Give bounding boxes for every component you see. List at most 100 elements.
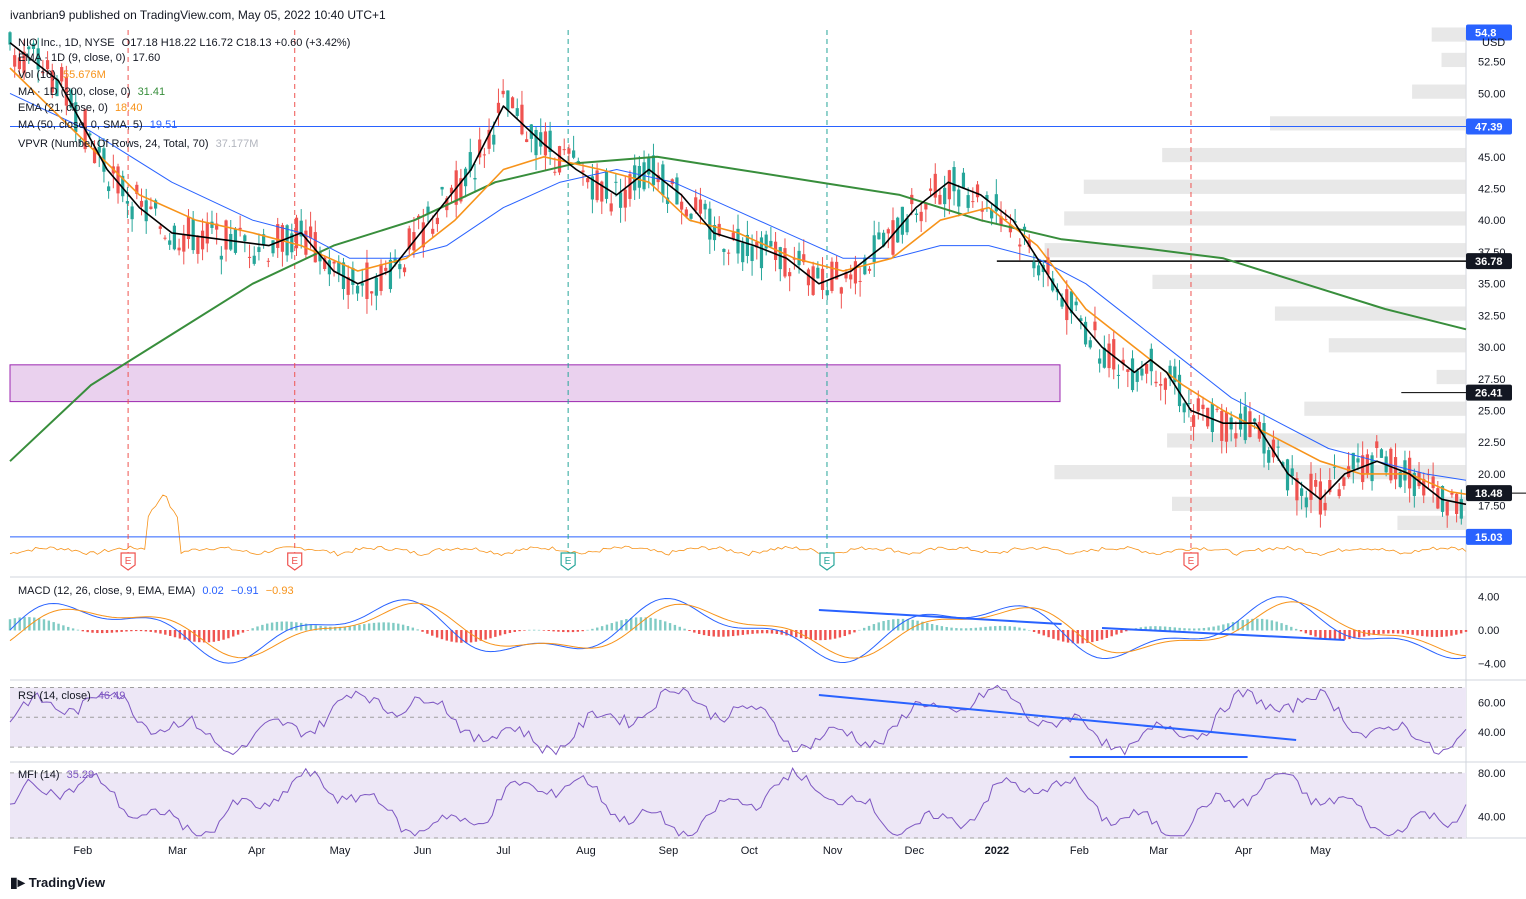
- macd-hist-bar: [1207, 627, 1210, 631]
- macd-hist-bar: [1382, 630, 1385, 634]
- macd-hist-bar: [479, 630, 482, 641]
- macd-hist-bar: [1037, 630, 1041, 634]
- macd-hist-bar: [1406, 630, 1409, 635]
- candle: [266, 260, 270, 262]
- macd-hist-bar: [469, 630, 473, 643]
- macd-hist-bar: [1256, 618, 1259, 631]
- macd-hist-bar: [634, 617, 638, 631]
- candle: [487, 129, 491, 149]
- pane-tick-label: 40.00: [1478, 811, 1506, 823]
- macd-hist-bar: [348, 626, 351, 631]
- price-label-box: [1466, 384, 1512, 401]
- legend-macd-v2: −0.91: [230, 585, 259, 597]
- candle: [849, 274, 853, 280]
- candle: [1281, 462, 1285, 467]
- footer-brand[interactable]: ▮▸ TradingView: [10, 874, 105, 891]
- macd-hist-bar: [193, 630, 196, 642]
- legend-vol[interactable]: Vol (10) 55.676M: [18, 69, 106, 82]
- candle: [1126, 369, 1130, 372]
- legend-ema9[interactable]: EMA · 1D (9, close, 0) 17.60: [18, 52, 160, 65]
- candle: [168, 240, 172, 245]
- macd-hist-bar: [1008, 626, 1011, 631]
- macd-hist-bar: [736, 630, 740, 636]
- candle: [355, 285, 360, 294]
- candle: [1177, 374, 1182, 407]
- macd-hist-bar: [528, 629, 531, 631]
- macd-hist-bar: [1411, 630, 1414, 635]
- macd-hist-bar: [431, 630, 434, 636]
- legend-macd[interactable]: MACD (12, 26, close, 9, EMA, EMA) 0.02 −…: [18, 585, 294, 598]
- price-label-box: [1466, 24, 1512, 41]
- candle: [41, 71, 45, 74]
- candle: [1036, 265, 1041, 276]
- candle: [74, 102, 78, 133]
- macd-hist-bar: [1149, 626, 1152, 631]
- macd-hist-bar: [770, 630, 774, 634]
- macd-hist-bar: [1294, 628, 1298, 631]
- support-zone: [9, 364, 1061, 403]
- price-label: 18.48: [1466, 485, 1512, 502]
- candle: [731, 232, 735, 240]
- candle: [1074, 301, 1078, 306]
- macd-hist-bar: [1290, 626, 1293, 631]
- macd-hist-bar: [814, 630, 817, 641]
- candle: [510, 97, 515, 109]
- macd-hist-bar: [829, 630, 832, 640]
- pane-tick-label: 80.00: [1478, 768, 1506, 780]
- candle: [567, 148, 571, 154]
- x-tick-label: May: [1310, 845, 1331, 857]
- legend-ohlc: O17.18 H18.22 L16.72 C18.13 +0.60 (+3.42…: [121, 37, 351, 49]
- candle: [1182, 403, 1186, 413]
- legend-ema21[interactable]: EMA (21, close, 0) 18.40: [18, 102, 142, 115]
- macd-hist-bar: [13, 618, 17, 631]
- macd-hist-bar: [416, 629, 419, 631]
- legend-ma50[interactable]: MA (50, close, 0, SMA, 5) 19.51: [18, 119, 177, 132]
- volume-line: [9, 494, 1467, 557]
- legend-mfi[interactable]: MFI (14) 35.29: [18, 769, 94, 782]
- macd-hist-bar: [508, 630, 512, 633]
- macd-hist-bar: [280, 621, 283, 631]
- macd-hist-bar: [833, 630, 837, 639]
- macd-hist-bar: [1071, 630, 1075, 644]
- candle: [45, 60, 50, 70]
- ema21-line: [9, 67, 1467, 495]
- macd-hist-bar: [945, 626, 948, 631]
- x-tick-label: Aug: [576, 845, 596, 857]
- macd-hist-bar: [290, 621, 293, 631]
- macd-hist-bar: [1100, 630, 1104, 640]
- legend-vpvr[interactable]: VPVR (Number Of Rows, 24, Total, 70) 37.…: [18, 138, 258, 151]
- macd-hist-bar: [809, 630, 812, 640]
- candle: [1238, 413, 1243, 430]
- ema9-line: [9, 42, 1467, 506]
- candle: [1145, 363, 1149, 374]
- candle: [562, 149, 566, 151]
- candle: [1121, 359, 1125, 365]
- legend-mfi-value: 35.29: [66, 769, 95, 781]
- macd-hist-bar: [1081, 630, 1084, 644]
- candle: [1140, 368, 1144, 376]
- moving-averages: [9, 42, 1467, 506]
- legend-rsi[interactable]: RSI (14, close) 46.49: [18, 690, 125, 703]
- macd-hist-bar: [484, 630, 487, 640]
- macd-hist-bar: [625, 619, 628, 631]
- pane-tick-label: −4.00: [1478, 658, 1506, 670]
- macd-hist-bar: [1212, 626, 1215, 631]
- macd-hist-bar: [964, 628, 968, 631]
- candle: [515, 108, 519, 116]
- vpvr-bar: [1431, 27, 1466, 42]
- macd-hist-bar: [232, 630, 235, 637]
- vpvr-bar: [1328, 338, 1466, 353]
- macd-hist-bar: [435, 630, 439, 638]
- legend-ma200[interactable]: MA · 1D (200, close, 0) 31.41: [18, 86, 165, 99]
- macd-hist-bar: [139, 630, 143, 632]
- legend-macd-v3: −0.93: [265, 585, 294, 597]
- x-tick-label: Jun: [414, 845, 432, 857]
- candle: [830, 261, 834, 291]
- candle: [1328, 479, 1332, 493]
- earnings-label: E: [565, 556, 572, 567]
- macd-hist-bar: [1028, 629, 1031, 631]
- macd-hist-bar: [901, 618, 905, 631]
- y-tick-label: 52.50: [1478, 57, 1506, 69]
